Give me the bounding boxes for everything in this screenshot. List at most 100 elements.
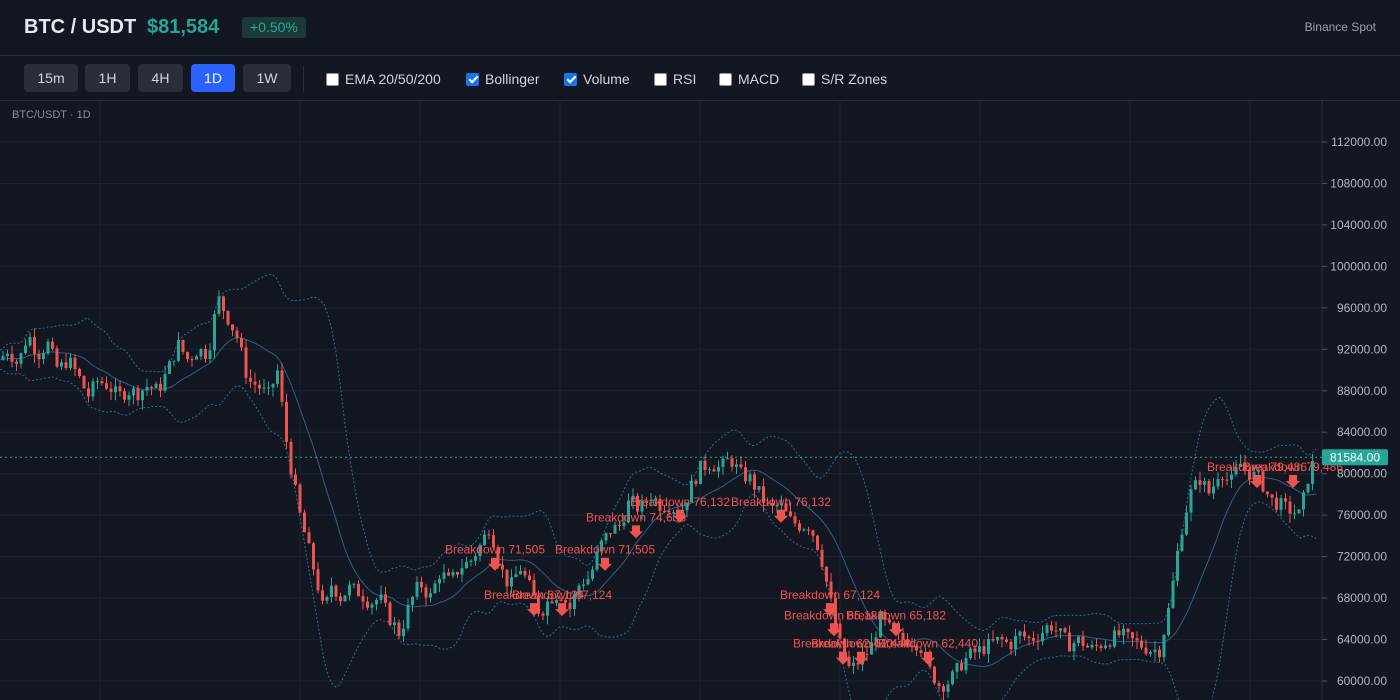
candle-body [1189, 489, 1193, 513]
indicator-rsi-toggle[interactable]: RSI [654, 70, 696, 88]
candle-body [730, 458, 734, 467]
candle-body [397, 622, 401, 637]
candle-body [1239, 463, 1242, 467]
sr-zones-label: S/R Zones [821, 71, 888, 87]
candle-body [600, 540, 603, 552]
breakdown-arrow-icon [1286, 475, 1300, 489]
candle-body [685, 502, 689, 511]
candle-body [1041, 633, 1044, 642]
candle-body [559, 600, 563, 601]
candle-body [798, 523, 801, 531]
candle-body [1293, 513, 1296, 515]
candle-body [1135, 638, 1139, 641]
candle-body [258, 384, 261, 389]
breakdown-arrow-icon [823, 603, 837, 617]
candle-body [528, 575, 531, 580]
candle-body [262, 387, 266, 389]
candle-body [420, 581, 423, 588]
candle-body [874, 637, 878, 643]
candle-body [1266, 491, 1269, 495]
bollinger-checkbox[interactable] [466, 72, 479, 86]
candle-body [807, 529, 810, 531]
price-chart[interactable]: Breakdown 71,505 Breakdown 67,124 Breakdow… [0, 101, 1400, 700]
y-axis-tick-label: 84000.00 [1337, 425, 1387, 439]
candle-body [946, 684, 950, 692]
candle-body [870, 642, 873, 655]
candle-body [424, 587, 428, 598]
candle-body [852, 662, 855, 666]
indicator-bollinger-toggle[interactable]: Bollinger [466, 70, 539, 88]
candle-body [321, 590, 324, 601]
candle-body [1050, 625, 1053, 631]
candle-body [384, 594, 387, 603]
volume-checkbox[interactable] [564, 72, 577, 86]
candle-body [222, 296, 225, 311]
candle-body [1248, 469, 1251, 480]
macd-checkbox[interactable] [719, 72, 732, 86]
candle-body [28, 337, 32, 346]
breakdown-arrow-icon [854, 651, 868, 665]
candle-body [541, 613, 545, 616]
candle-body [748, 474, 752, 482]
candle-body [325, 597, 329, 601]
bollinger-middle-band [0, 337, 1317, 668]
y-axis-tick-label: 72000.00 [1337, 550, 1387, 564]
candle-body [820, 549, 824, 567]
candle-body [793, 516, 797, 524]
candle-body [352, 583, 356, 585]
candle-body [1072, 643, 1076, 652]
candle-body [618, 524, 621, 526]
ema-checkbox[interactable] [326, 72, 339, 86]
breakdown-arrow-icon [527, 603, 541, 617]
rsi-checkbox[interactable] [654, 72, 667, 86]
candle-body [811, 530, 815, 536]
candle-body [690, 480, 693, 503]
breakdown-annotation-label: Breakdown 67,124 [484, 588, 584, 602]
candle-body [1059, 628, 1062, 631]
timeframe-15m-button[interactable]: 15m [24, 64, 78, 92]
candle-body [775, 505, 779, 507]
y-axis-tick-label: 60000.00 [1337, 674, 1387, 688]
candle-body [123, 391, 126, 400]
price-change-badge: +0.50% [242, 17, 306, 38]
candle-body [366, 601, 369, 608]
candle-body [933, 666, 936, 684]
candle-body [762, 486, 765, 503]
indicator-volume-toggle[interactable]: Volume [564, 70, 630, 88]
breakdown-annotation-label: Breakdown 65,182 [784, 608, 884, 622]
candle-body [627, 500, 630, 523]
candle-body [186, 352, 189, 360]
y-axis-tick-label: 96000.00 [1337, 301, 1387, 315]
candle-body [546, 601, 549, 616]
candle-body [195, 356, 198, 360]
candle-body [1122, 628, 1125, 636]
candle-body [1302, 492, 1305, 510]
breakdown-arrow-icon [1250, 475, 1264, 489]
candle-body [532, 580, 536, 596]
indicator-ema-toggle[interactable]: EMA 20/50/200 [326, 70, 441, 88]
timeframe-1d-button[interactable]: 1D [191, 64, 235, 92]
breakdown-annotation-label: Breakdown 76,132 [630, 495, 730, 509]
timeframe-4h-button[interactable]: 4H [138, 64, 183, 92]
candle-body [208, 350, 212, 359]
breakdown-annotation-label: Breakdown 76,132 [731, 495, 831, 509]
candle-body [672, 512, 675, 514]
timeframe-1h-button[interactable]: 1H [85, 64, 130, 92]
candle-body [406, 605, 410, 629]
candle-body [519, 570, 522, 575]
candle-body [991, 639, 995, 641]
candle-body [694, 480, 698, 484]
candle-body [478, 545, 482, 557]
sr-zones-checkbox[interactable] [802, 72, 815, 86]
candle-body [802, 529, 806, 531]
indicator-macd-toggle[interactable]: MACD [719, 70, 779, 88]
candle-body [438, 578, 441, 584]
candle-body [60, 362, 63, 367]
candle-body [834, 597, 837, 624]
candle-body [55, 348, 59, 367]
candle-body [496, 547, 500, 565]
y-axis-tick-label: 92000.00 [1337, 342, 1387, 356]
timeframe-1w-button[interactable]: 1W [243, 64, 291, 92]
indicator-sr-zones-toggle[interactable]: S/R Zones [802, 70, 887, 88]
